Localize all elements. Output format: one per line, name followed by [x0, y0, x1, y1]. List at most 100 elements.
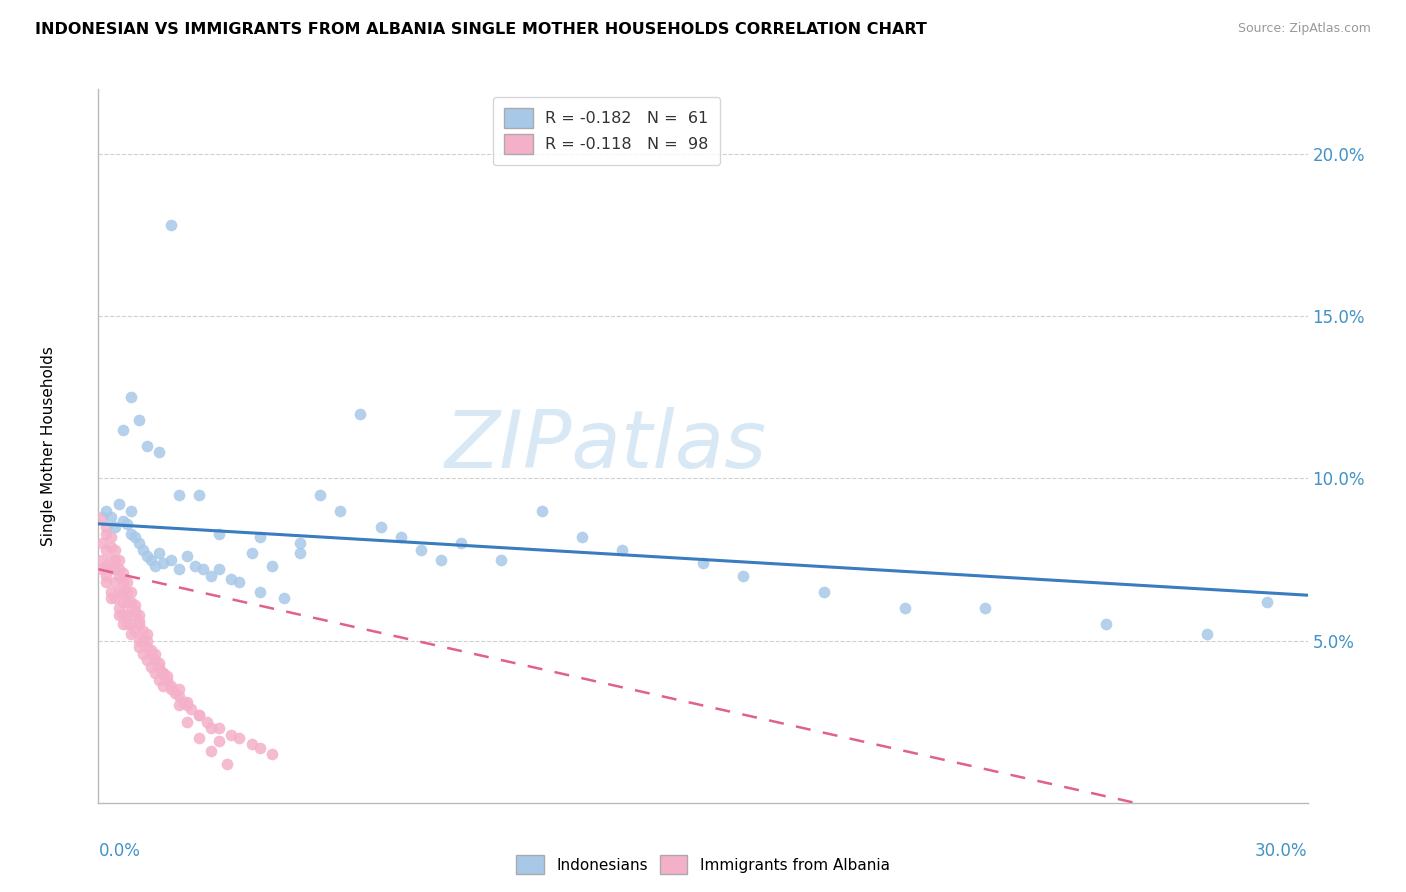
Point [111, 423, 134, 437]
Point [111, 607, 134, 622]
Point [124, 604, 146, 618]
Point [107, 497, 129, 511]
Point [148, 673, 170, 687]
Point [200, 721, 222, 735]
Point [148, 657, 170, 671]
Point [349, 407, 371, 421]
Point [120, 595, 142, 609]
Point [167, 698, 190, 713]
Text: 0.0%: 0.0% [98, 842, 141, 860]
Point [200, 568, 222, 582]
Point [107, 552, 129, 566]
Point [135, 549, 157, 564]
Point [111, 617, 134, 632]
Point [176, 714, 198, 729]
Point [132, 633, 155, 648]
Point [217, 756, 239, 771]
Point [813, 585, 835, 599]
Point [132, 647, 155, 661]
Text: INDONESIAN VS IMMIGRANTS FROM ALBANIA SINGLE MOTHER HOUSEHOLDS CORRELATION CHART: INDONESIAN VS IMMIGRANTS FROM ALBANIA SI… [35, 22, 927, 37]
Point [124, 624, 146, 638]
Point [103, 562, 125, 576]
Point [188, 731, 211, 745]
Point [128, 413, 150, 427]
Point [135, 640, 157, 654]
Point [100, 562, 122, 576]
Point [370, 520, 392, 534]
Point [143, 666, 166, 681]
Point [107, 585, 129, 599]
Point [139, 643, 162, 657]
Point [111, 514, 134, 528]
Point [208, 526, 231, 541]
Point [132, 542, 155, 557]
Point [152, 666, 174, 681]
Point [100, 552, 122, 566]
Point [91, 562, 114, 576]
Point [107, 568, 129, 582]
Point [228, 575, 250, 590]
Point [692, 556, 714, 570]
Point [167, 682, 190, 697]
Point [180, 702, 202, 716]
Point [571, 530, 593, 544]
Point [260, 559, 283, 574]
Point [152, 556, 174, 570]
Point [288, 546, 311, 560]
Point [143, 653, 166, 667]
Point [249, 740, 271, 755]
Point [167, 689, 190, 703]
Point [96, 526, 118, 541]
Point [450, 536, 472, 550]
Point [288, 536, 311, 550]
Point [120, 617, 142, 632]
Legend: R = -0.182   N =  61, R = -0.118   N =  98: R = -0.182 N = 61, R = -0.118 N = 98 [492, 97, 720, 165]
Point [115, 575, 138, 590]
Point [240, 546, 263, 560]
Point [96, 568, 118, 582]
Point [240, 738, 263, 752]
Point [188, 708, 211, 723]
Point [160, 552, 183, 566]
Point [184, 559, 207, 574]
Point [115, 607, 138, 622]
Point [148, 659, 170, 673]
Point [120, 627, 142, 641]
Point [107, 601, 129, 615]
Point [103, 591, 125, 606]
Point [188, 708, 211, 723]
Point [221, 728, 243, 742]
Text: ZIPatlas: ZIPatlas [446, 407, 768, 485]
Point [1095, 617, 1118, 632]
Point [100, 510, 122, 524]
Text: Source: ZipAtlas.com: Source: ZipAtlas.com [1237, 22, 1371, 36]
Point [96, 559, 118, 574]
Point [176, 549, 198, 564]
Point [115, 516, 138, 531]
Point [111, 575, 134, 590]
Point [612, 542, 634, 557]
Point [143, 559, 166, 574]
Point [103, 575, 125, 590]
Point [135, 627, 157, 641]
Point [188, 488, 211, 502]
Point [96, 504, 118, 518]
Point [124, 607, 146, 622]
Point [115, 595, 138, 609]
Point [249, 530, 271, 544]
Point [974, 601, 997, 615]
Point [132, 624, 155, 638]
Point [195, 714, 218, 729]
Point [148, 445, 170, 459]
Point [176, 695, 198, 709]
Point [329, 504, 352, 518]
Point [100, 585, 122, 599]
Point [176, 698, 198, 713]
Point [128, 633, 150, 648]
Point [135, 439, 157, 453]
Point [221, 572, 243, 586]
Point [120, 390, 142, 404]
Legend: Indonesians, Immigrants from Albania: Indonesians, Immigrants from Albania [510, 849, 896, 880]
Point [128, 617, 150, 632]
Point [111, 585, 134, 599]
